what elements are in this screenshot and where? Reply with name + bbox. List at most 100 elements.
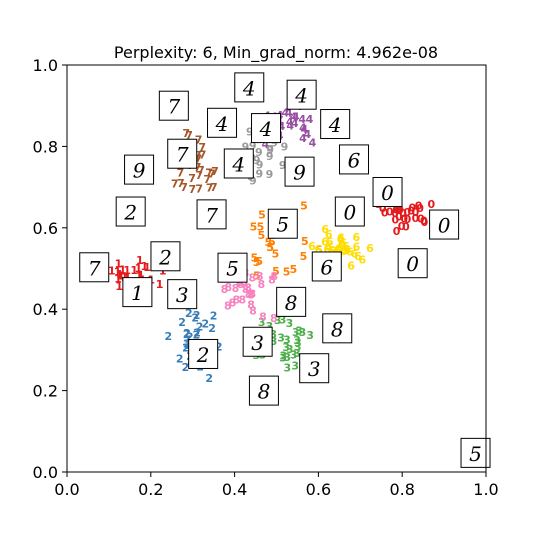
data-point-4: 4	[285, 106, 293, 119]
digit-thumbnail-frame	[124, 154, 155, 185]
data-point-4: 4	[299, 121, 307, 134]
digit-thumbnail-frame	[223, 148, 254, 179]
data-point-4: 4	[286, 115, 294, 128]
data-point-3: 3	[299, 326, 307, 339]
data-point-8: 8	[247, 298, 255, 311]
digit-thumbnail-glyph: 7	[88, 256, 101, 280]
digit-thumbnail-glyph: 8	[331, 317, 344, 341]
data-point-2: 2	[210, 309, 218, 322]
digit-thumbnail-frame	[234, 72, 265, 103]
data-point-4: 4	[298, 113, 306, 126]
data-point-2: 2	[182, 361, 190, 374]
digit-thumbnail-glyph: 5	[276, 213, 289, 237]
data-point-2: 2	[193, 309, 201, 322]
digit-thumbnail: 2	[150, 241, 181, 272]
data-point-7: 7	[208, 167, 216, 180]
digit-thumbnail-frame	[167, 138, 198, 169]
data-point-8: 8	[248, 271, 256, 284]
y-tick-label: 0.0	[33, 463, 58, 482]
data-point-0: 0	[412, 206, 420, 219]
digit-thumbnail-glyph: 4	[215, 112, 229, 136]
data-point-9: 9	[266, 144, 274, 157]
data-point-9: 9	[266, 143, 274, 156]
data-point-6: 6	[338, 237, 346, 250]
data-point-0: 0	[412, 212, 420, 225]
data-point-3: 3	[283, 361, 291, 374]
x-tick-label: 0.6	[306, 480, 331, 499]
data-point-7: 7	[185, 129, 193, 142]
data-point-6: 6	[337, 232, 345, 245]
data-point-8: 8	[249, 305, 257, 318]
data-point-8: 8	[259, 311, 267, 324]
data-point-9: 9	[281, 140, 289, 153]
data-point-8: 8	[256, 270, 264, 283]
data-point-7: 7	[194, 161, 202, 174]
data-point-5: 5	[300, 200, 308, 213]
data-point-0: 0	[392, 204, 400, 217]
data-point-6: 6	[346, 245, 354, 258]
data-point-7: 7	[195, 134, 203, 147]
data-point-7: 7	[210, 181, 218, 194]
data-point-3: 3	[294, 341, 302, 354]
data-point-6: 6	[351, 248, 359, 261]
digit-thumbnail-frame	[429, 209, 460, 240]
data-point-6: 6	[323, 243, 331, 256]
digit-thumbnail-glyph: 4	[259, 117, 273, 141]
data-point-8: 8	[225, 281, 233, 294]
data-point-9: 9	[256, 159, 264, 172]
digit-thumbnail-glyph: 5	[469, 442, 482, 466]
digit-thumbnail-glyph: 6	[320, 255, 333, 279]
data-point-8: 8	[221, 283, 229, 296]
data-point-0: 0	[399, 207, 407, 220]
data-point-0: 0	[415, 200, 423, 213]
data-point-8: 8	[242, 283, 250, 296]
digit-thumbnail: 8	[276, 286, 307, 317]
data-point-2: 2	[191, 311, 199, 324]
data-point-7: 7	[195, 169, 203, 182]
data-point-6: 6	[340, 245, 348, 258]
data-point-7: 7	[177, 177, 185, 190]
data-point-3: 3	[293, 334, 301, 347]
data-point-2: 2	[178, 316, 186, 329]
data-point-1: 1	[135, 270, 143, 283]
y-tick-label: 0.2	[33, 382, 58, 401]
digit-thumbnail-glyph: 2	[158, 245, 172, 269]
data-point-5: 5	[290, 263, 298, 276]
data-point-2: 2	[183, 328, 191, 341]
data-point-4: 4	[292, 110, 300, 123]
digit-thumbnail-frame	[158, 90, 189, 121]
data-point-7: 7	[194, 152, 202, 165]
digit-thumbnail-glyph: 2	[196, 343, 210, 367]
data-point-3: 3	[279, 314, 287, 327]
digit-thumbnail: 8	[248, 375, 279, 406]
data-point-5: 5	[300, 250, 308, 263]
data-point-9: 9	[255, 167, 263, 180]
data-point-3: 3	[286, 343, 294, 356]
data-point-7: 7	[188, 172, 196, 185]
data-point-2: 2	[215, 341, 223, 354]
y-axis-ticks: 0.0 0.2 0.4 0.6 0.8 1.0	[33, 56, 67, 482]
data-point-9: 9	[242, 141, 250, 154]
digit-thumbnail: 7	[167, 138, 198, 169]
data-point-6: 6	[328, 244, 336, 257]
data-point-4: 4	[306, 113, 314, 126]
data-point-5: 5	[253, 256, 261, 269]
digit-thumbnail-glyph: 4	[328, 113, 342, 137]
digit-thumbnail: 4	[286, 79, 317, 110]
data-point-0: 0	[395, 211, 403, 224]
digit-thumbnail: 2	[115, 196, 146, 227]
digit-thumbnail-frame	[251, 113, 282, 144]
data-point-3: 3	[279, 352, 287, 365]
data-point-0: 0	[379, 202, 387, 215]
data-point-0: 0	[403, 206, 411, 219]
data-point-7: 7	[182, 127, 190, 140]
data-point-6: 6	[329, 244, 337, 257]
data-point-1: 1	[141, 260, 149, 273]
data-point-1: 1	[136, 254, 144, 267]
digit-thumbnail: 5	[460, 437, 491, 468]
data-point-4: 4	[262, 138, 270, 151]
data-point-4: 4	[291, 117, 299, 130]
y-tick-label: 0.4	[33, 300, 58, 319]
data-point-3: 3	[295, 325, 303, 338]
